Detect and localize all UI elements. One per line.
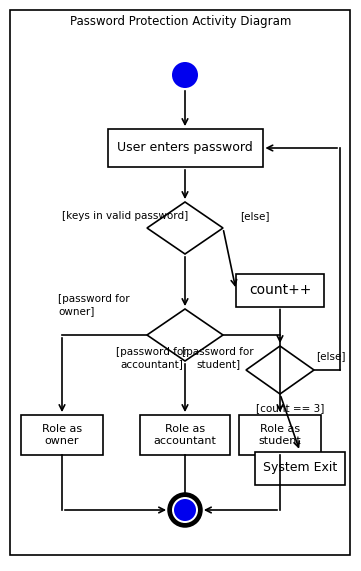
Text: User enters password: User enters password bbox=[117, 142, 253, 155]
Text: [else]: [else] bbox=[240, 211, 270, 221]
Text: count++: count++ bbox=[249, 283, 311, 297]
Text: [password for
accountant]: [password for accountant] bbox=[116, 347, 188, 369]
Polygon shape bbox=[147, 309, 223, 361]
Text: [keys in valid password]: [keys in valid password] bbox=[62, 211, 188, 221]
Bar bbox=[108, 129, 262, 167]
Circle shape bbox=[174, 499, 196, 521]
Circle shape bbox=[172, 497, 198, 523]
Bar bbox=[21, 415, 103, 455]
Bar bbox=[255, 452, 345, 485]
Text: System Exit: System Exit bbox=[263, 461, 337, 475]
Text: Role as
student: Role as student bbox=[258, 424, 301, 446]
Bar bbox=[236, 274, 324, 307]
Polygon shape bbox=[147, 202, 223, 254]
Text: Role as
accountant: Role as accountant bbox=[153, 424, 217, 446]
Text: [password for
owner]: [password for owner] bbox=[58, 294, 130, 316]
Polygon shape bbox=[246, 346, 314, 394]
Text: [else]: [else] bbox=[316, 351, 345, 361]
Text: [count == 3]: [count == 3] bbox=[256, 403, 325, 413]
Circle shape bbox=[169, 494, 201, 526]
Text: Role as
owner: Role as owner bbox=[42, 424, 82, 446]
Bar bbox=[239, 415, 321, 455]
Circle shape bbox=[172, 62, 198, 88]
Text: Password Protection Activity Diagram: Password Protection Activity Diagram bbox=[70, 15, 291, 29]
Bar bbox=[140, 415, 230, 455]
Text: [password for
student]: [password for student] bbox=[182, 347, 254, 369]
